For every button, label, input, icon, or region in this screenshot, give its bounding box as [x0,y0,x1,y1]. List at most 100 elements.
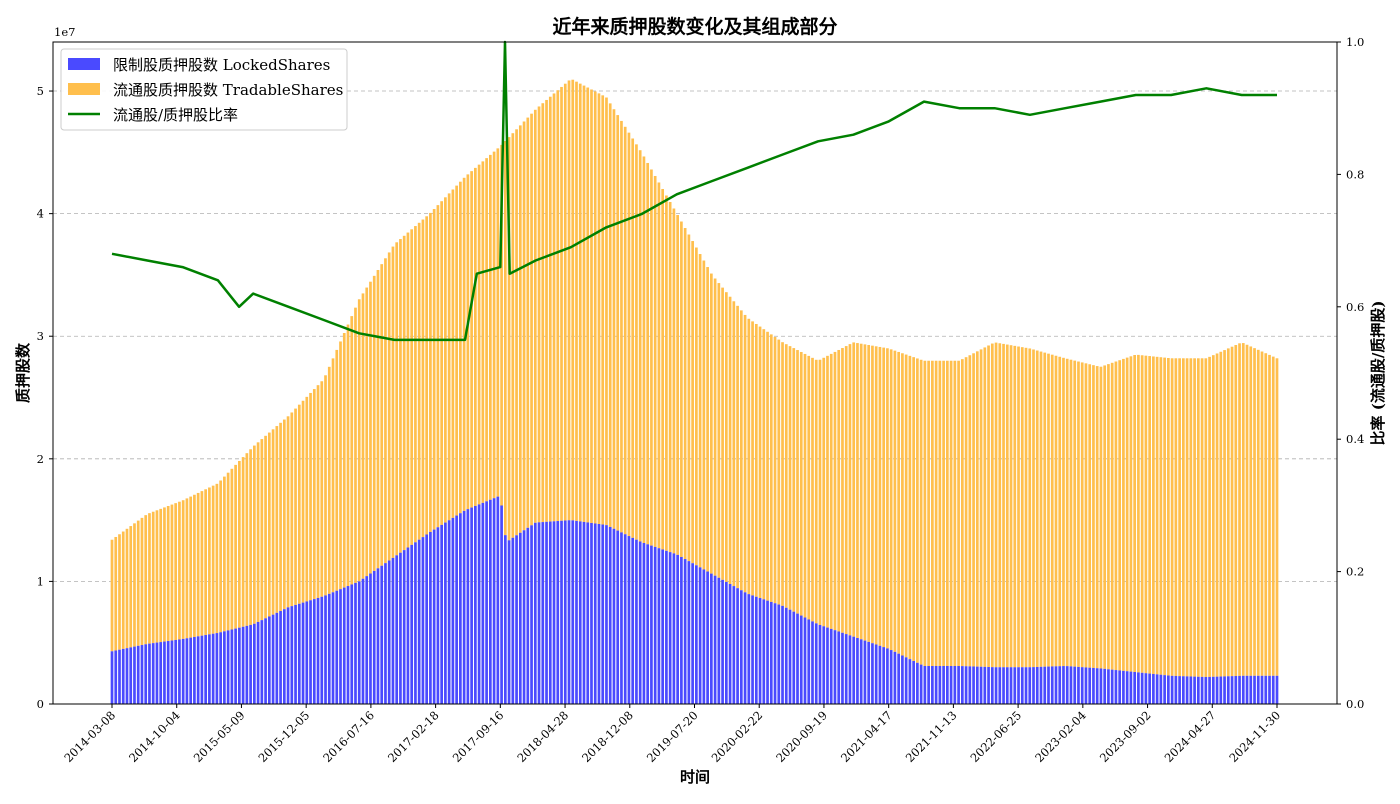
locked-bar [811,621,814,704]
tradable-bar [444,197,447,523]
locked-bar [560,520,563,704]
locked-bar [635,539,638,704]
tradable-bar [414,226,417,543]
locked-bar [1114,670,1118,704]
y-right-tick-label: 0.4 [1346,432,1364,446]
locked-bar [1208,676,1211,704]
tradable-bar [500,144,503,506]
locked-bar [193,636,196,704]
locked-bar [166,641,170,704]
x-tick-label: 2017-09-16 [450,708,507,765]
locked-bar [1226,676,1230,704]
locked-bar [417,539,421,704]
locked-bar [927,665,930,704]
tradable-bar [327,366,331,594]
tradable-bar [1050,354,1054,667]
locked-bar [1271,675,1275,704]
tradable-bar [1099,366,1103,669]
tradable-bar [923,360,927,666]
tradable-bar [1196,358,1200,677]
tradable-bar [1253,348,1256,676]
tradable-bar [710,273,713,574]
locked-bar [994,667,998,704]
chart-title: 近年来质押股数变化及其组成部分 [552,15,837,38]
locked-bar [1099,668,1103,704]
locked-bar [964,666,968,704]
legend-label-tradable: 流通股质押股数 TradableShares [113,81,343,99]
locked-bar [1193,676,1196,704]
locked-bar [1110,669,1114,704]
locked-bar [1174,675,1178,704]
tradable-bar [238,460,241,628]
locked-bar [541,522,545,704]
locked-bar [590,522,593,704]
tradable-bar [1163,357,1166,676]
tradable-bar [751,321,754,596]
tradable-bar [133,523,136,647]
locked-bar [1155,674,1159,704]
tradable-bar [1230,346,1234,677]
locked-bar [1047,666,1050,704]
tradable-bar [110,539,114,652]
locked-bar [781,605,784,704]
tradable-bar [818,359,822,625]
tradable-bar [395,242,399,556]
tradable-bar [204,489,207,636]
locked-bar [833,630,837,704]
tradable-bar [1234,345,1238,677]
locked-bar [451,517,455,704]
tradable-bar [837,349,841,632]
tradable-bar [695,247,698,566]
tradable-bar [552,93,556,522]
tradable-bar [305,396,309,602]
y-tick-label: 3 [37,329,44,343]
locked-bar [859,639,863,704]
locked-bar [399,552,402,704]
locked-bar [196,636,200,704]
y-tick-label: 2 [37,452,44,466]
tradable-bar [758,326,762,599]
locked-bar [148,643,151,704]
locked-bar [301,602,305,704]
locked-bar [586,522,590,704]
locked-bar [1152,673,1155,704]
locked-bar [747,594,751,704]
tradable-bar [211,485,215,634]
tradable-bar [129,526,133,648]
tradable-bar [1095,366,1099,669]
locked-bar [133,646,136,704]
locked-bar [1268,675,1271,704]
locked-bar [1058,666,1062,704]
tradable-bar [994,342,998,668]
locked-bar [238,627,241,704]
tradable-bar [687,234,691,562]
locked-bar [627,536,631,704]
tradable-bar [256,442,260,622]
tradable-bar [736,305,739,589]
locked-bar [578,521,582,704]
locked-bar [841,632,844,704]
tradable-bar [1092,365,1095,668]
locked-bar [796,613,799,704]
locked-bar [447,520,451,704]
locked-bar [710,573,713,704]
locked-bar [556,521,560,704]
locked-bar [294,604,297,704]
locked-bar [998,667,1002,704]
locked-bar [462,510,466,704]
tradable-bar [822,357,826,627]
tradable-bar [1088,364,1092,668]
tradable-bar [1118,360,1122,671]
x-tick-label: 2021-11-13 [903,708,960,765]
locked-bar [279,611,282,704]
locked-bar [1073,666,1077,704]
tradable-bar [312,389,316,600]
tradable-bar [582,85,586,522]
tradable-bar [440,201,443,525]
tradable-bar [1170,358,1174,676]
tradable-bar [1077,361,1080,667]
locked-bar [496,496,500,704]
tradable-bar [1178,358,1181,677]
tradable-bar [1174,358,1178,676]
y-tick-label: 4 [37,207,44,221]
